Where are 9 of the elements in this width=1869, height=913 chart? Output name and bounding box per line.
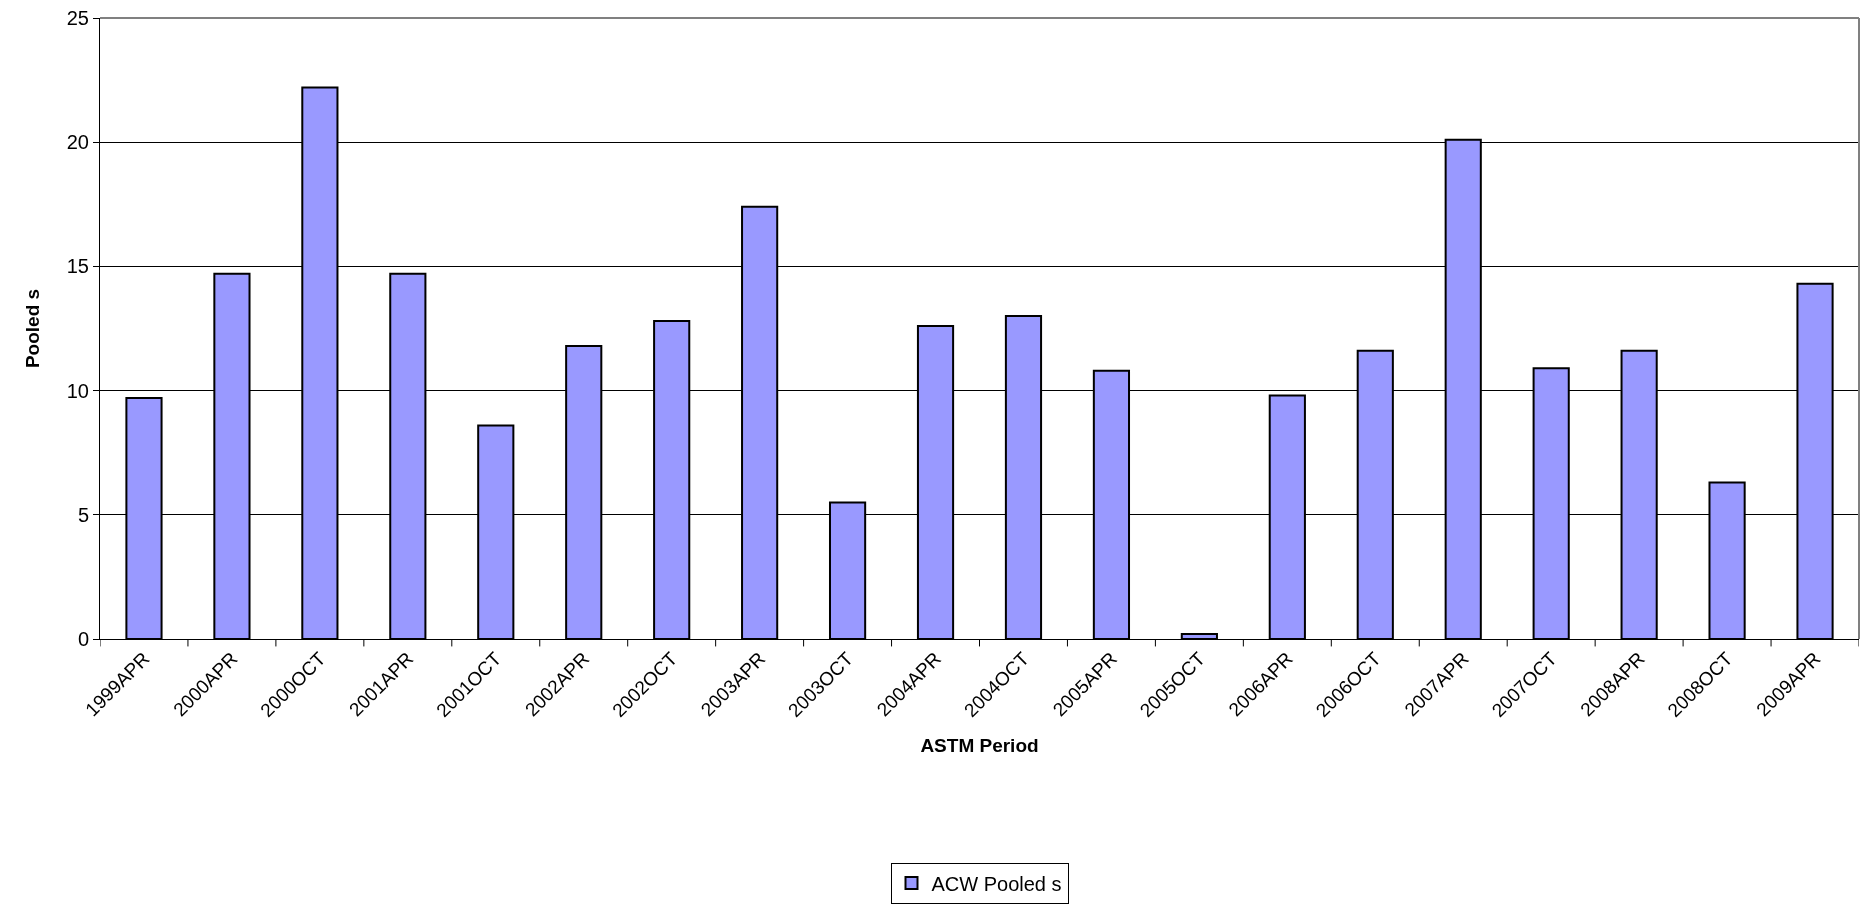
y-tick-label: 5 <box>77 503 89 526</box>
y-axis-title: Pooled s <box>21 288 43 369</box>
y-tick-label: 20 <box>66 131 89 154</box>
y-tick-label: 10 <box>66 379 89 402</box>
y-tick-label: 0 <box>77 628 89 650</box>
y-tick-label: 15 <box>66 255 89 278</box>
x-axis-title: ASTM Period <box>920 734 1039 756</box>
legend-label: ACW Pooled s <box>931 872 1062 895</box>
y-tick-label: 25 <box>66 7 89 29</box>
